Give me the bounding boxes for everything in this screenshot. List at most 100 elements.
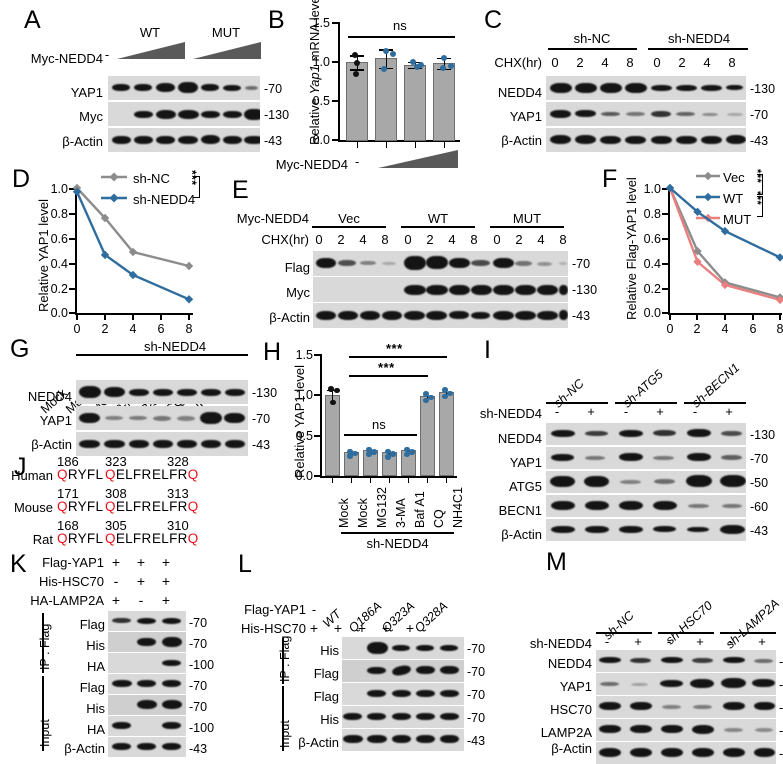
panel-c-time-2b: 2 xyxy=(678,55,686,70)
panel-d-plot xyxy=(72,183,194,304)
panel-k-sign-1-2: + xyxy=(136,554,146,570)
panel-m-sign-1: - xyxy=(604,634,610,649)
panel-b-yaxis xyxy=(338,22,340,140)
panel-l-blot-his-ip xyxy=(342,637,464,659)
panel-letter-c: C xyxy=(484,6,503,34)
panel-k-mw-7: -43 xyxy=(189,742,208,756)
panel-e-row-flag: Flag xyxy=(284,260,310,275)
panel-h-bar-7 xyxy=(439,391,454,476)
panel-d-sig-bracket xyxy=(193,176,200,198)
panel-h-sig-1: *** xyxy=(386,341,403,356)
panel-a-group-mut: MUT xyxy=(211,25,241,40)
panel-e-t4a: 4 xyxy=(359,232,367,247)
panel-j-num-rat-3: 310 xyxy=(167,518,189,533)
panel-k-blot-ha-input xyxy=(108,716,186,736)
panel-a-mw-130: -130 xyxy=(264,108,290,122)
panel-k-sign-3-2: - xyxy=(138,592,144,608)
panel-d-ytick-5: 1.0 xyxy=(50,182,68,196)
panel-b-ns: ns xyxy=(393,18,407,33)
panel-b-ytick-1: 0.5 xyxy=(312,94,330,108)
panel-h-bar-6 xyxy=(420,395,435,476)
panel-a-blot-actin xyxy=(108,128,260,152)
panel-f-legend-mut: MUT xyxy=(723,212,752,227)
panel-e-t4c: 4 xyxy=(537,232,545,247)
panel-c-mw-43: -43 xyxy=(750,134,769,148)
panel-l-blot-his-input xyxy=(342,706,464,728)
panel-d-yaxis xyxy=(75,188,77,315)
panel-j-seq-mouse-2: QELFR xyxy=(105,499,152,514)
panel-j-num-mouse-3: 313 xyxy=(167,486,189,501)
panel-m-blot-hsc70 xyxy=(596,696,776,718)
panel-m-mw-43: -43 xyxy=(779,747,783,761)
panel-letter-f: F xyxy=(602,165,618,193)
panel-g-blot-nedd4 xyxy=(76,380,248,404)
panel-g-mw-43: -43 xyxy=(252,438,271,452)
panel-f-legend-vec: Vec xyxy=(723,170,745,185)
panel-h-sig-2: *** xyxy=(378,360,395,375)
panel-m-sign-5: - xyxy=(728,634,734,649)
panel-c-group-shnedd4: sh-NEDD4 xyxy=(667,31,731,46)
panel-m-row-actin: β-Actin xyxy=(551,741,592,756)
panel-j-seq-human-1: QRYFL xyxy=(57,467,104,482)
panel-a-mw-70: -70 xyxy=(264,82,283,96)
panel-d-xtick-4: 8 xyxy=(185,322,193,336)
panel-g-group-label: sh-NEDD4 xyxy=(143,339,207,354)
panel-f-sig-bracket-1 xyxy=(757,174,763,195)
panel-d-ytick-1: 0.2 xyxy=(50,282,68,296)
panel-k-mw-6: -100 xyxy=(189,721,215,735)
panel-l-mw-2: -70 xyxy=(467,665,486,679)
panel-l-mw-1: -70 xyxy=(467,642,486,656)
panel-e-group-wt: WT xyxy=(427,211,449,226)
panel-f-ytick-3: 0.6 xyxy=(643,232,661,246)
panel-k-mw-2: -70 xyxy=(189,637,208,651)
panel-letter-e: E xyxy=(232,176,249,204)
panel-f-xtick-1: 2 xyxy=(693,322,701,336)
panel-g-mw-130: -130 xyxy=(252,386,278,400)
panel-a-row-myc: Myc xyxy=(79,109,103,124)
panel-b-xaxis xyxy=(338,140,460,142)
panel-a-mw-43: -43 xyxy=(264,134,283,148)
panel-d-ytick-3: 0.6 xyxy=(50,232,68,246)
panel-e-group-mut: MUT xyxy=(512,211,542,226)
panel-i-blot-atg5 xyxy=(546,471,746,493)
panel-j-num-human-3: 328 xyxy=(167,454,189,469)
panel-l-blot-actin xyxy=(342,729,464,751)
panel-m-blot-yap1 xyxy=(596,673,776,695)
panel-l-row-actin: β-Actin xyxy=(298,735,339,750)
panel-j-seq-mouse-1: QRYFL xyxy=(57,499,104,514)
panel-k-cond-1: Flag-YAP1 xyxy=(42,555,104,570)
panel-i-row-becn1: BECN1 xyxy=(498,503,542,518)
panel-l-row-label-2: His-HSC70 xyxy=(240,621,306,636)
panel-c-time-4a: 4 xyxy=(601,55,609,70)
panel-a-blot-yap1 xyxy=(108,76,260,100)
panel-h-xlabel-4: 3-MA xyxy=(394,498,408,528)
panel-letter-k: K xyxy=(10,550,27,578)
panel-e-t8b: 8 xyxy=(470,232,478,247)
panel-f-xaxis xyxy=(668,313,782,315)
panel-l-lane-minus: - xyxy=(311,602,317,617)
panel-c-blot-nedd4 xyxy=(546,76,746,100)
panel-f-xtick-3: 6 xyxy=(749,322,757,336)
panel-h-yaxis xyxy=(320,354,322,476)
panel-f-legend-wt: WT xyxy=(723,191,744,206)
panel-e-t4b: 4 xyxy=(448,232,456,247)
panel-e-t2c: 2 xyxy=(515,232,523,247)
panel-k-blot-his-ip xyxy=(108,632,186,652)
panel-j-num-human-2: 323 xyxy=(105,454,127,469)
panel-m-blot-nedd4 xyxy=(596,650,776,672)
panel-e-t0c: 0 xyxy=(493,232,501,247)
panel-i-mw-130: -130 xyxy=(750,428,776,442)
panel-d-xaxis xyxy=(75,313,193,315)
panel-k-mw-4: -70 xyxy=(189,679,208,693)
panel-e-t0b: 0 xyxy=(404,232,412,247)
panel-j-num-rat-1: 168 xyxy=(57,518,79,533)
panel-h-ylabel: Relative YAP1 level xyxy=(292,365,307,478)
panel-letter-b: B xyxy=(268,6,285,34)
panel-l-blot-flag-ip xyxy=(342,660,464,682)
panel-c-time-4b: 4 xyxy=(703,55,711,70)
panel-i-sign-1: - xyxy=(554,404,560,419)
panel-e-mw-70: -70 xyxy=(572,257,591,271)
panel-j-num-rat-2: 305 xyxy=(105,518,127,533)
panel-c-mw-70: -70 xyxy=(750,108,769,122)
